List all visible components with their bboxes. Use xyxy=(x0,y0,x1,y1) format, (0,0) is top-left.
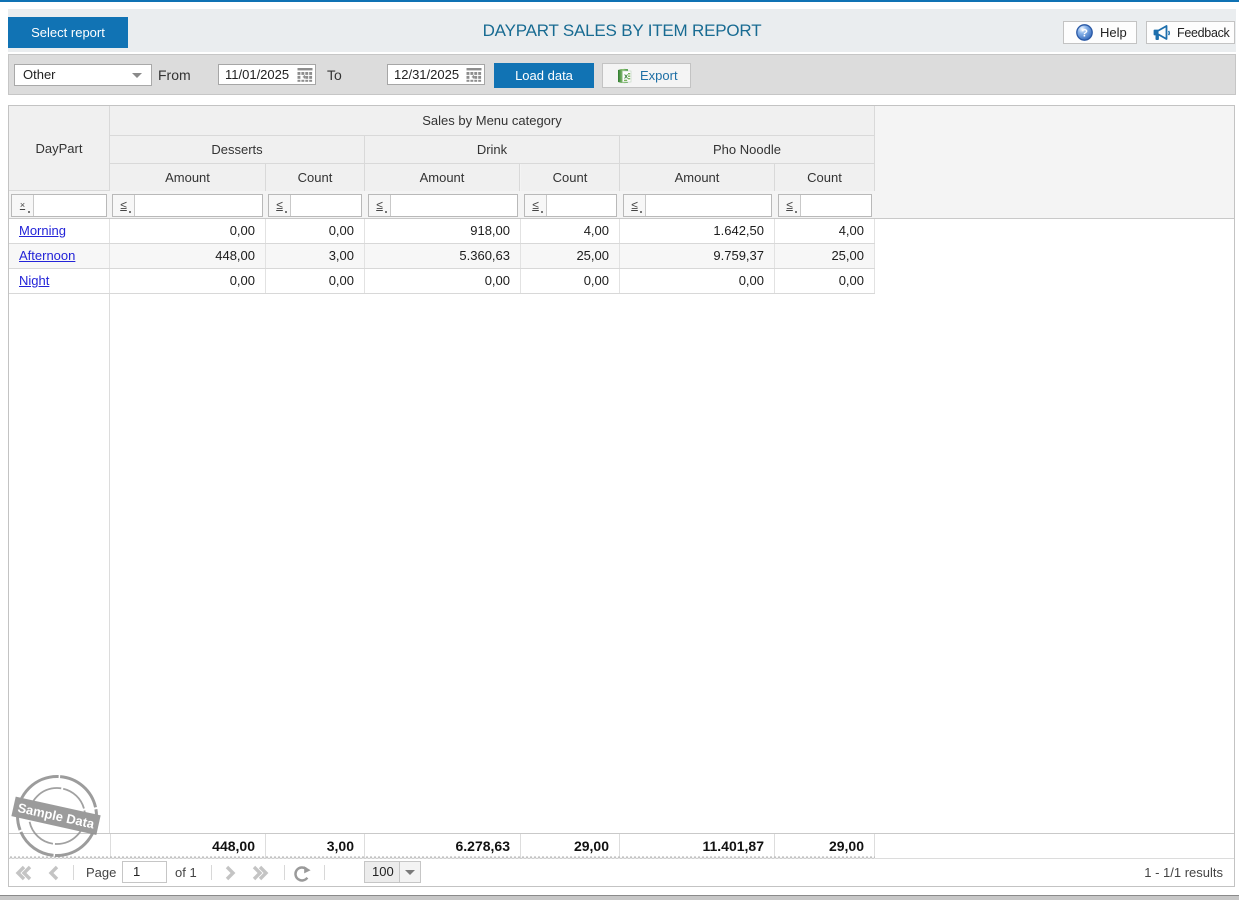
svg-text:x: x xyxy=(624,71,629,80)
svg-text:?: ? xyxy=(1081,27,1088,39)
svg-text:Sample Data: Sample Data xyxy=(16,800,96,832)
